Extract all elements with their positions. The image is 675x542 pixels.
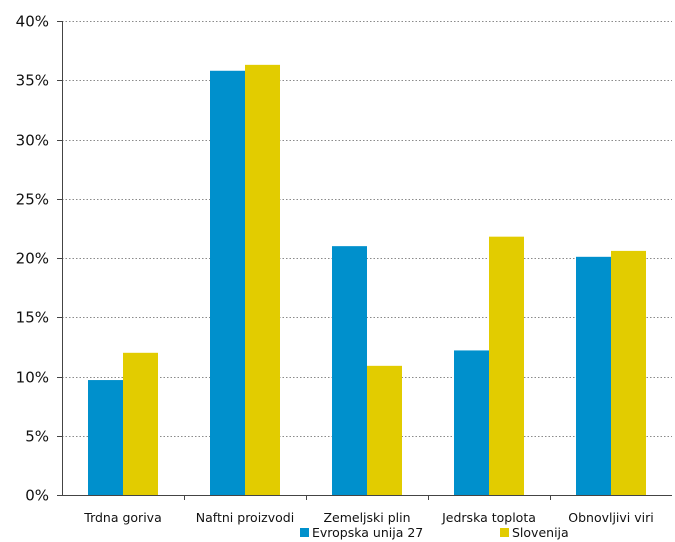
axes	[57, 21, 672, 500]
legend-swatch-slovenija	[500, 528, 509, 537]
y-tick-label: 5%	[25, 428, 49, 446]
y-tick-label: 30%	[16, 132, 49, 150]
legend-label-slovenija: Slovenija	[512, 525, 569, 540]
legend: Evropska unija 27 Slovenija	[300, 525, 569, 540]
bar-eu27-2	[332, 246, 367, 495]
bar-eu27-0	[88, 380, 123, 495]
bar-eu27-3	[454, 350, 489, 495]
y-tick-label: 10%	[16, 369, 49, 387]
bars	[88, 64, 646, 496]
bar-slovenija-3	[489, 236, 524, 496]
legend-swatch-eu27	[300, 528, 309, 537]
y-tick-label: 15%	[16, 309, 49, 327]
x-category-label: Trdna goriva	[83, 510, 161, 525]
x-category-label: Obnovljivi viri	[568, 510, 654, 525]
y-tick-label: 20%	[16, 250, 49, 268]
x-category-label: Jedrska toplota	[441, 510, 536, 525]
bar-slovenija-0	[123, 352, 158, 495]
y-tick-label: 25%	[16, 191, 49, 209]
legend-label-eu27: Evropska unija 27	[312, 525, 423, 540]
y-tick-label: 0%	[25, 487, 49, 505]
bar-slovenija-4	[611, 250, 646, 495]
x-category-label: Zemeljski plin	[323, 510, 410, 525]
y-tick-label: 35%	[16, 72, 49, 90]
bar-eu27-1	[210, 70, 245, 496]
bar-slovenija-1	[245, 64, 280, 495]
y-tick-label: 40%	[16, 13, 49, 31]
bar-eu27-4	[576, 256, 611, 495]
bar-slovenija-2	[367, 365, 402, 495]
x-category-label: Naftni proizvodi	[196, 510, 294, 525]
axis-labels: 0% 5% 10% 15% 20% 25% 30% 35% 40% Trdna goriva Naf…	[16, 13, 654, 526]
